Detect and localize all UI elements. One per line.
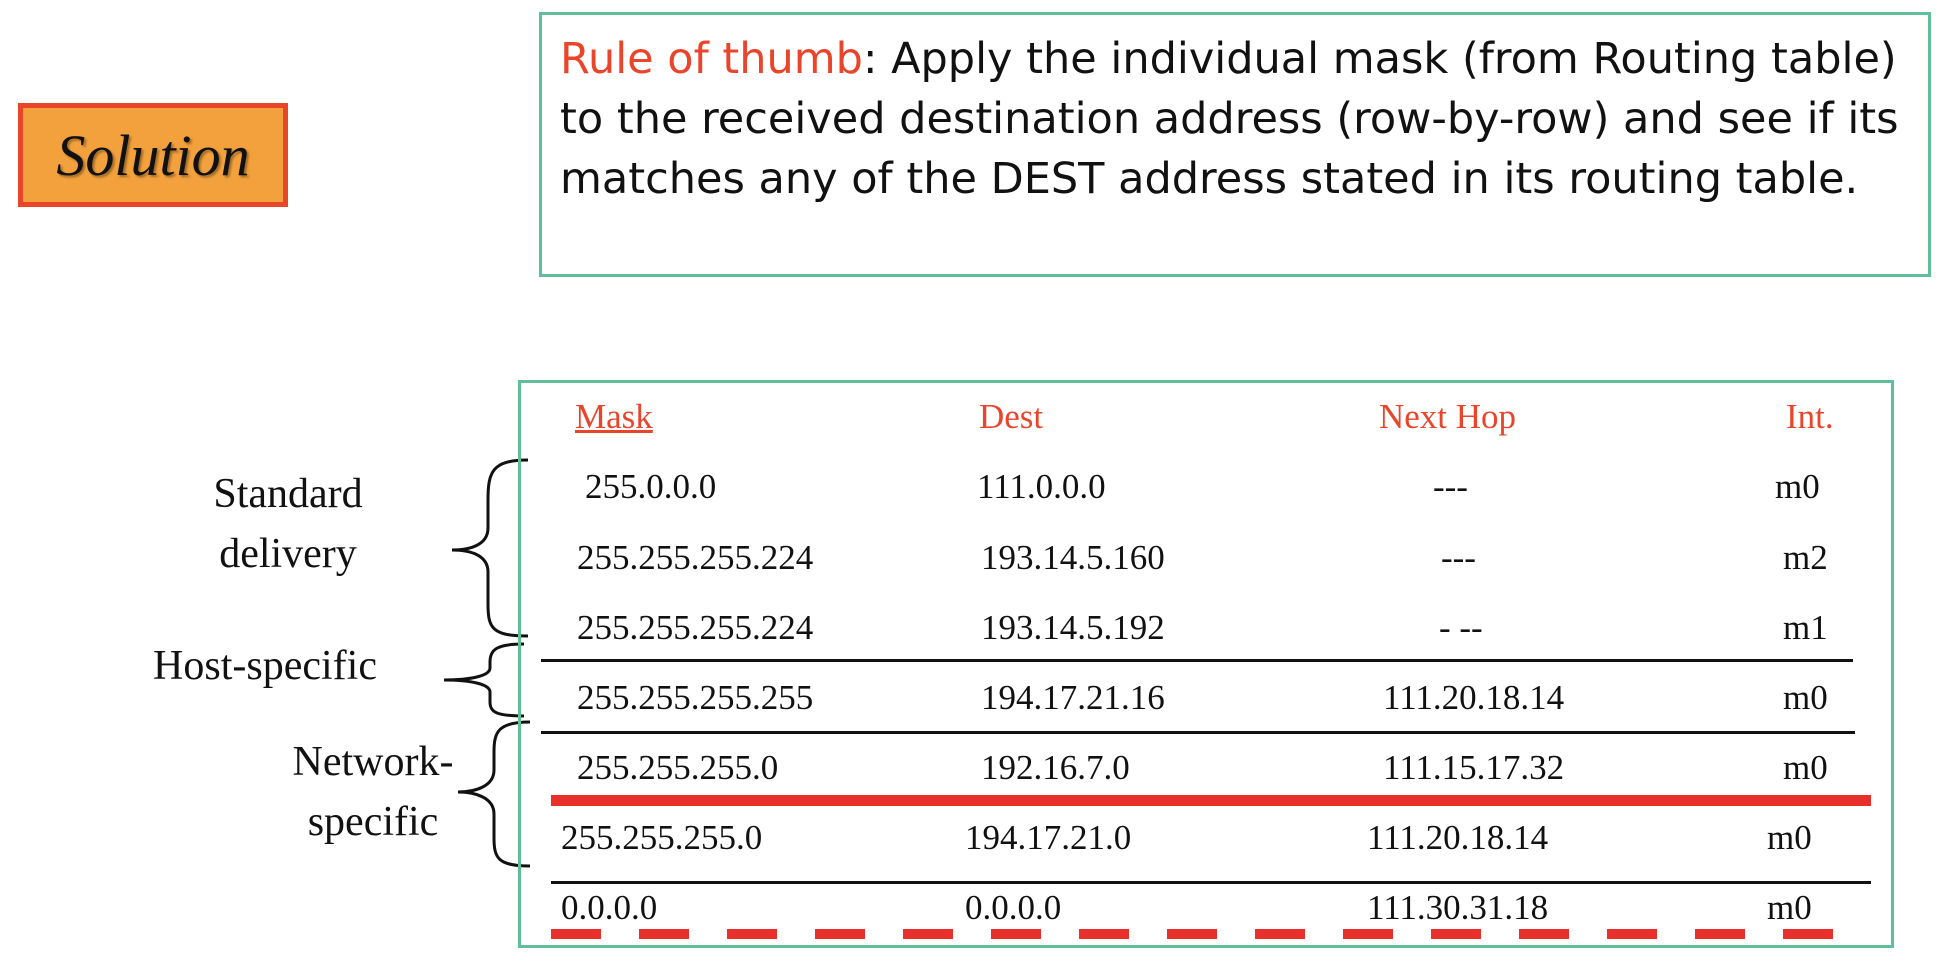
table-cell-dest: 193.14.5.192 [981,608,1165,647]
group-label-host: Host-specific [120,636,410,696]
table-cell-dest: 194.17.21.16 [981,678,1165,717]
table-cell-dest: 111.0.0.0 [977,467,1106,506]
table-cell-int: m1 [1783,608,1828,647]
table-cell-mask: 255.255.255.255 [577,678,814,717]
group-label-standard-line2: delivery [219,531,357,577]
table-cell-mask: 255.255.255.224 [577,608,814,647]
group-label-standard: Standard delivery [178,464,398,584]
header-mask: Mask [575,397,653,436]
brace-host [443,642,525,718]
group-label-network-line2: specific [307,799,439,845]
group-label-network-line1: Network- [292,739,454,785]
table-cell-mask: 255.0.0.0 [585,467,717,506]
header-next-hop: Next Hop [1379,397,1517,436]
table-cell-int: m0 [1767,818,1812,857]
table-cell-int: m2 [1783,538,1828,577]
group-label-standard-line1: Standard [213,471,363,517]
rule-key: Rule of thumb [560,34,863,84]
separator-line [551,881,1871,884]
table-cell-dest: 194.17.21.0 [965,818,1132,857]
table-cell-next-hop: 111.20.18.14 [1383,678,1565,717]
brace-standard [451,458,529,638]
table-cell-next-hop: 111.20.18.14 [1367,818,1549,857]
table-cell-next-hop: 111.15.17.32 [1383,748,1565,787]
table-cell-int: m0 [1783,678,1828,717]
group-label-host-line1: Host-specific [153,643,377,689]
table-cell-int: m0 [1767,888,1812,927]
table-cell-mask: 255.255.255.224 [577,538,814,577]
solution-label: Solution [56,122,250,188]
highlight-red-dashed-line [551,929,1867,939]
header-int: Int. [1786,397,1834,436]
header-dest: Dest [979,397,1044,436]
table-cell-mask: 0.0.0.0 [561,888,658,927]
table-cell-next-hop: - -- [1439,608,1483,647]
table-cell-next-hop: 111.30.31.18 [1367,888,1549,927]
group-label-network: Network- specific [268,732,478,852]
table-cell-mask: 255.255.255.0 [561,818,763,857]
table-cell-next-hop: --- [1433,467,1468,506]
table-cell-next-hop: --- [1441,538,1476,577]
table-cell-mask: 255.255.255.0 [577,748,779,787]
solution-badge: Solution [18,103,288,207]
highlight-red-line [551,795,1871,806]
rule-text: : Apply the individual mask (from Routin… [560,34,1899,204]
rule-of-thumb-box: Rule of thumb: Apply the individual mask… [539,12,1931,277]
table-cell-int: m0 [1783,748,1828,787]
separator-line [541,731,1855,734]
brace-network [457,720,531,868]
separator-line [541,659,1853,662]
table-cell-dest: 192.16.7.0 [981,748,1130,787]
table-cell-dest: 0.0.0.0 [965,888,1062,927]
routing-table: Mask Dest Next Hop Int. 255.0.0.0 111.0.… [518,380,1894,948]
table-cell-int: m0 [1775,467,1820,506]
table-cell-dest: 193.14.5.160 [981,538,1165,577]
